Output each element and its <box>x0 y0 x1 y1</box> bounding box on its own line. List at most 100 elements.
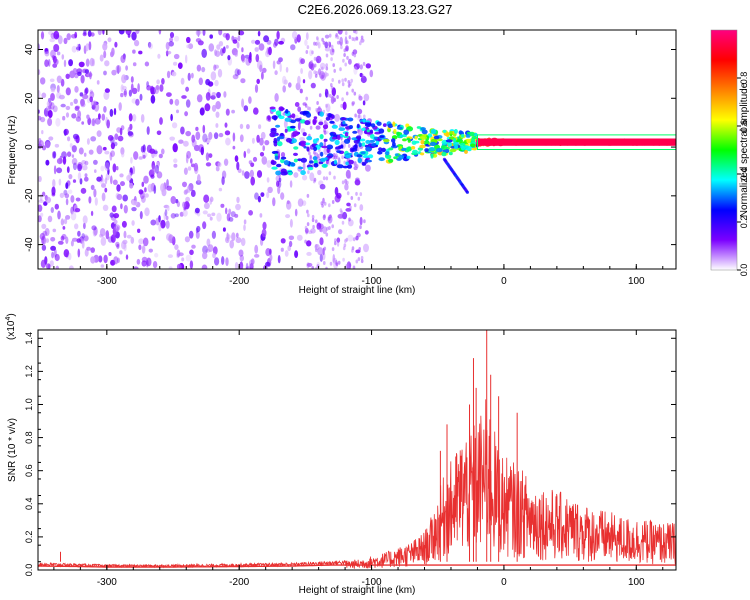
heatmap-noise-cell <box>146 81 150 88</box>
heatmap-noise-cell <box>317 247 324 256</box>
heatmap-noise-cell <box>212 252 216 259</box>
heatmap-noise-cell <box>202 221 207 230</box>
heatmap-noise-cell <box>364 230 369 235</box>
heatmap-noise-cell <box>54 143 60 148</box>
heatmap-noise-cell <box>331 78 335 82</box>
heatmap-noise-cell <box>90 136 97 142</box>
heatmap-noise-cell <box>318 121 324 126</box>
heatmap-noise-cell <box>369 69 374 78</box>
heatmap-noise-cell <box>93 159 98 165</box>
heatmap-signal-cell <box>453 129 458 134</box>
heatmap-noise-cell <box>174 213 179 218</box>
heatmap-noise-cell <box>82 165 88 171</box>
heatmap-noise-cell <box>102 204 109 211</box>
heatmap-signal-cell <box>292 131 300 137</box>
heatmap-noise-cell <box>234 155 239 163</box>
heatmap-noise-cell <box>138 156 143 160</box>
heatmap-noise-cell <box>211 212 216 217</box>
heatmap-noise-cell <box>141 245 146 254</box>
heatmap-noise-cell <box>63 37 68 45</box>
heatmap-noise-cell <box>321 37 324 42</box>
snr-multiplier-close: ) <box>6 313 17 316</box>
heatmap-noise-cell <box>170 213 176 219</box>
heatmap-signal-cell <box>323 163 327 168</box>
heatmap-noise-cell <box>176 201 180 208</box>
heatmap-signal-cell <box>387 123 394 129</box>
heatmap-noise-cell <box>104 60 110 67</box>
heatmap-noise-cell <box>319 183 326 190</box>
heatmap-noise-cell <box>105 160 110 169</box>
heatmap-noise-cell <box>306 262 313 267</box>
heatmap-noise-cell <box>110 150 115 157</box>
heatmap-noise-cell <box>176 263 182 269</box>
heatmap-noise-cell <box>121 241 127 250</box>
snr-xtick-label: 100 <box>628 577 645 588</box>
heatmap-noise-cell <box>71 154 75 158</box>
heatmap-noise-cell <box>122 194 128 202</box>
heatmap-noise-cell <box>172 143 178 153</box>
heatmap-noise-cell <box>206 238 211 247</box>
heatmap-noise-cell <box>151 236 155 241</box>
heatmap-noise-cell <box>269 248 272 255</box>
heatmap-noise-cell <box>334 186 339 196</box>
heatmap-noise-cell <box>166 179 169 188</box>
heatmap-noise-cell <box>171 71 177 77</box>
heatmap-noise-cell <box>133 266 139 269</box>
heatmap-noise-cell <box>107 236 114 243</box>
heatmap-ytick-label: -40 <box>24 237 35 252</box>
snr-xtick-label: -200 <box>229 577 249 588</box>
heatmap-signal-cell <box>287 171 293 176</box>
heatmap-noise-cell <box>330 83 333 87</box>
heatmap-noise-cell <box>264 140 270 146</box>
heatmap-noise-cell <box>215 111 220 118</box>
heatmap-noise-cell <box>69 265 74 269</box>
heatmap-noise-cell <box>185 196 191 203</box>
heatmap-noise-cell <box>76 43 80 53</box>
heatmap-noise-cell <box>216 212 222 222</box>
heatmap-noise-cell <box>261 156 268 165</box>
heatmap-noise-cell <box>225 108 230 116</box>
heatmap-noise-cell <box>150 174 155 179</box>
heatmap-noise-cell <box>72 237 78 242</box>
heatmap-noise-cell <box>158 153 163 159</box>
heatmap-noise-cell <box>319 237 324 246</box>
heatmap-noise-cell <box>187 166 192 171</box>
heatmap-noise-cell <box>130 236 135 244</box>
heatmap-noise-cell <box>65 105 71 111</box>
heatmap-noise-cell <box>193 144 200 152</box>
heatmap-noise-cell <box>346 191 350 196</box>
heatmap-noise-cell <box>144 61 150 67</box>
heatmap-noise-cell <box>302 79 306 84</box>
heatmap-signal-cell <box>289 125 296 129</box>
heatmap-noise-cell <box>69 143 73 148</box>
heatmap-noise-cell <box>322 226 328 235</box>
heatmap-noise-cell <box>103 90 110 100</box>
heatmap-frame <box>37 29 677 270</box>
heatmap-noise-cell <box>57 240 64 245</box>
heatmap-noise-cell <box>77 163 82 172</box>
heatmap-noise-cell <box>63 249 70 258</box>
heatmap-noise-cell <box>185 54 188 64</box>
heatmap-noise-cell <box>195 131 201 140</box>
heatmap-noise-cell <box>106 119 110 129</box>
heatmap-noise-cell <box>297 75 301 85</box>
heatmap-noise-cell <box>348 35 352 40</box>
heatmap-noise-cell <box>65 112 70 118</box>
heatmap-noise-cell <box>110 175 113 185</box>
heatmap-signal-cell <box>319 134 324 140</box>
heatmap-noise-cell <box>346 55 349 60</box>
heatmap-noise-cell <box>45 238 50 244</box>
snr-spikes <box>60 330 518 562</box>
heatmap-signal-cell <box>400 147 407 152</box>
heatmap-noise-cell <box>149 148 156 154</box>
heatmap-noise-cell <box>129 182 134 189</box>
heatmap-noise-cell <box>256 78 261 84</box>
heatmap-noise-cell <box>260 131 266 140</box>
heatmap-noise-cell <box>98 255 103 263</box>
heatmap-signal-cell <box>360 138 366 142</box>
heatmap-noise-cell <box>202 124 206 134</box>
heatmap-noise-cell <box>121 74 127 84</box>
heatmap-noise-cell <box>166 92 172 97</box>
heatmap-signal-cell <box>306 146 310 152</box>
